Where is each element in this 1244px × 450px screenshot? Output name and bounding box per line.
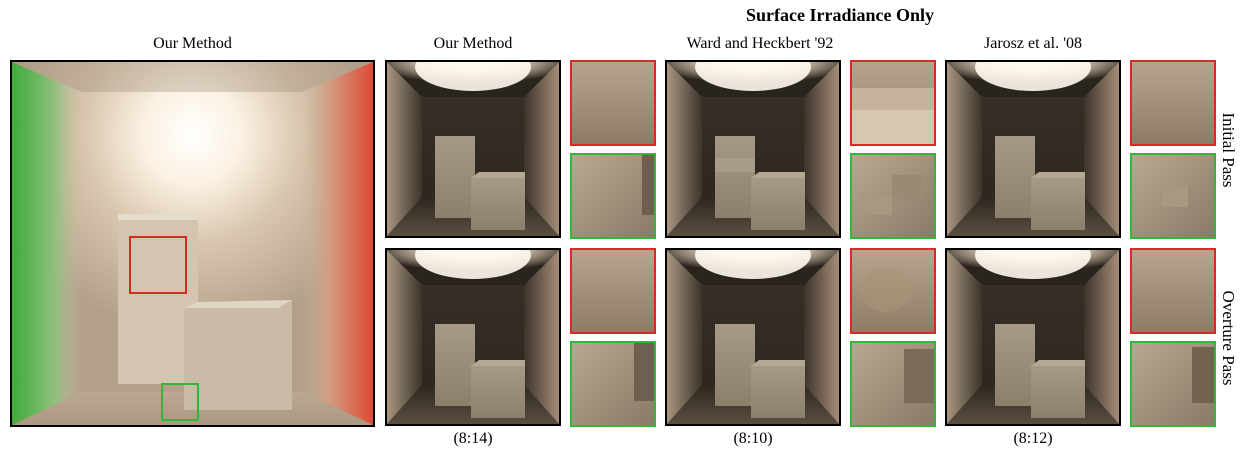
red-crop-initial-jarosz [1130,60,1216,146]
render-overture-our-method [385,248,561,426]
timing-label: (8:14) [453,430,493,447]
red-crop-initial-our-method [570,60,656,146]
main-render-image [10,60,375,427]
render-overture-jarosz [945,248,1121,426]
timing-label: (8:12) [1013,430,1053,447]
green-crop-initial-ward-heckbert [850,153,936,239]
red-crop-marker [129,236,187,294]
green-crop-overture-jarosz [1130,341,1216,427]
green-crop-initial-our-method [570,153,656,239]
red-crop-overture-ward-heckbert [850,248,936,334]
column-caption: Ward and Heckbert '92 [686,35,834,52]
row-label-initial-pass: Initial Pass [1219,112,1238,188]
main-caption: Our Method [153,35,232,52]
column-caption: Our Method [433,35,513,52]
green-crop-overture-our-method [570,341,656,427]
red-crop-overture-our-method [570,248,656,334]
red-crop-overture-jarosz [1130,248,1216,334]
row-label-overture-pass: Overture Pass [1219,290,1238,386]
column-caption: Jarosz et al. '08 [984,35,1082,52]
green-crop-initial-jarosz [1130,153,1216,239]
timing-label: (8:10) [733,430,773,447]
render-overture-ward-heckbert [665,248,841,426]
red-crop-initial-ward-heckbert [850,60,936,146]
render-initial-jarosz [945,60,1121,238]
green-crop-overture-ward-heckbert [850,341,936,427]
render-initial-our-method [385,60,561,238]
render-initial-ward-heckbert [665,60,841,238]
figure-title: Surface Irradiance Only [746,5,934,25]
green-crop-marker [161,383,199,421]
